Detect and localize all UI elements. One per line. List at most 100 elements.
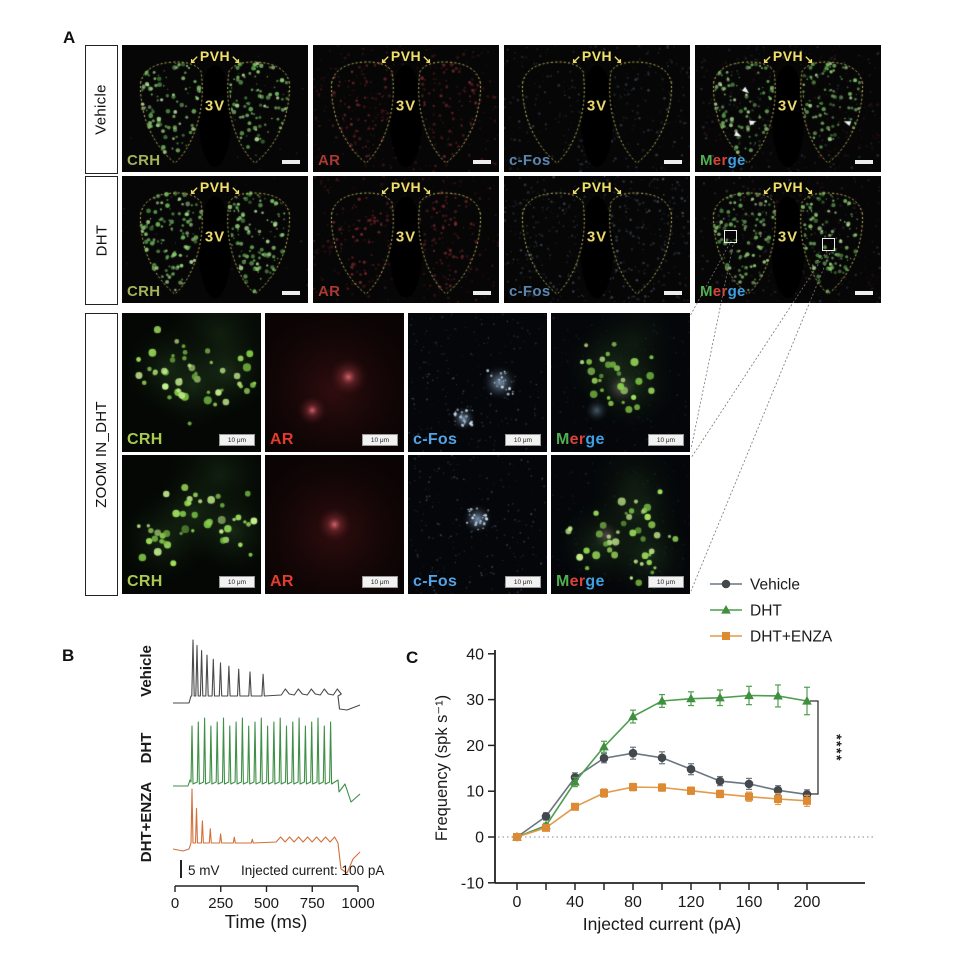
pvh-arrow-left-icon: ↙ bbox=[571, 185, 581, 197]
third-ventricle-label: 3V bbox=[778, 228, 798, 245]
pvh-region-label: PVH bbox=[772, 179, 804, 195]
scale-bar bbox=[473, 160, 491, 164]
data-point bbox=[686, 693, 696, 703]
panel-b-traces: Vehicle DHT DHT+ENZA 5 mV Injected current: … bbox=[138, 639, 384, 932]
trace-label: DHT bbox=[138, 733, 155, 764]
b-x-tick-label: 0 bbox=[171, 895, 179, 912]
data-point bbox=[715, 776, 725, 786]
mv-scale-label: 5 mV bbox=[188, 863, 220, 878]
micrograph-panel: ↙ PVH ↘ 3V Merge bbox=[695, 45, 881, 172]
micrograph-canvas bbox=[551, 313, 690, 452]
merge-label-part: ge bbox=[727, 283, 746, 300]
pvh-arrow-left-icon: ↙ bbox=[380, 185, 390, 197]
data-point bbox=[599, 741, 609, 751]
zoom-micrograph-panel: CRH 10 μm bbox=[122, 455, 261, 594]
micrograph-canvas bbox=[122, 176, 308, 303]
merge-label-part: M bbox=[700, 152, 713, 169]
legend-marker bbox=[722, 632, 730, 640]
c-x-tick-label: 160 bbox=[736, 894, 763, 911]
pvh-arrow-right-icon: ↘ bbox=[422, 54, 432, 66]
c-y-tick-label: 0 bbox=[475, 830, 484, 847]
data-point bbox=[600, 789, 608, 798]
channel-label: AR bbox=[318, 283, 341, 300]
channel-label: c-Fos bbox=[509, 283, 551, 300]
series-line-vehicle bbox=[516, 752, 808, 838]
micrograph-canvas bbox=[265, 313, 404, 452]
stim-annotation: Injected current: 100 pA bbox=[241, 863, 384, 878]
scale-bar bbox=[855, 160, 873, 164]
third-ventricle-label: 3V bbox=[396, 228, 416, 245]
pvh-region-label: PVH bbox=[581, 179, 613, 195]
micrograph-canvas bbox=[122, 455, 261, 594]
pvh-arrow-right-icon: ↘ bbox=[231, 54, 241, 66]
data-point bbox=[802, 695, 812, 705]
zoom-micrograph-panel: c-Fos 10 μm bbox=[408, 313, 547, 452]
scale-bar: 10 μm bbox=[219, 434, 255, 446]
time-axis-label: Time (ms) bbox=[225, 911, 308, 932]
micrograph-panel: ↙ PVH ↘ 3V c-Fos bbox=[504, 45, 690, 172]
legend-marker bbox=[721, 579, 731, 589]
b-x-tick-label: 500 bbox=[254, 895, 279, 912]
data-point bbox=[745, 792, 753, 801]
pvh-arrow-left-icon: ↙ bbox=[380, 54, 390, 66]
micrograph-panel: ↙ PVH ↘ 3V AR bbox=[313, 176, 499, 303]
channel-label: Merge bbox=[556, 431, 605, 449]
zoom-micrograph-panel: c-Fos 10 μm bbox=[408, 455, 547, 594]
merge-label-part: er bbox=[569, 573, 586, 590]
data-point bbox=[686, 764, 696, 774]
channel-label: CRH bbox=[127, 431, 163, 448]
legend-item-label: DHT bbox=[750, 603, 782, 620]
channel-label: c-Fos bbox=[509, 152, 551, 169]
pvh-region-label: PVH bbox=[390, 48, 422, 64]
pvh-arrow-left-icon: ↙ bbox=[571, 54, 581, 66]
micrograph-panel: ↙ PVH ↘ 3V CRH bbox=[122, 176, 308, 303]
data-point bbox=[773, 690, 783, 700]
pvh-label-group: ↙ PVH ↘ bbox=[380, 48, 432, 66]
c-x-tick-label: 200 bbox=[794, 894, 821, 911]
c-y-axis-label: Frequency (spk s⁻¹) bbox=[433, 695, 451, 841]
micrograph-canvas bbox=[408, 313, 547, 452]
trace-dht bbox=[173, 717, 361, 803]
pvh-label-group: ↙ PVH ↘ bbox=[380, 179, 432, 197]
row-side-label: ZOOM IN_DHT bbox=[93, 401, 111, 508]
c-y-tick-label: 20 bbox=[466, 738, 484, 755]
third-ventricle-label: 3V bbox=[587, 97, 607, 114]
data-point bbox=[571, 802, 579, 811]
row-side-label: Vehicle bbox=[93, 84, 111, 135]
connector-line bbox=[690, 252, 831, 592]
scale-bar bbox=[282, 160, 300, 164]
trace-vehicle bbox=[173, 639, 361, 711]
data-point bbox=[802, 790, 812, 799]
pvh-arrow-right-icon: ↘ bbox=[804, 54, 814, 66]
data-point bbox=[803, 796, 811, 805]
legend-item-label: Vehicle bbox=[750, 577, 800, 594]
c-x-tick-label: 80 bbox=[624, 894, 642, 911]
merge-label-part: ge bbox=[727, 152, 746, 169]
micrograph-panel: ↙ PVH ↘ 3V CRH bbox=[122, 45, 308, 172]
zoom-micrograph-panel: AR 10 μm bbox=[265, 313, 404, 452]
data-point bbox=[716, 789, 724, 798]
micrograph-canvas bbox=[504, 45, 690, 172]
data-point bbox=[628, 711, 638, 721]
merge-label-part: ge bbox=[585, 573, 605, 590]
micrograph-canvas bbox=[122, 45, 308, 172]
row-side-label: DHT bbox=[93, 224, 111, 257]
c-y-tick-label: 30 bbox=[466, 692, 484, 709]
third-ventricle-label: 3V bbox=[205, 228, 225, 245]
data-point bbox=[541, 812, 551, 821]
channel-label: CRH bbox=[127, 573, 163, 590]
merge-label-part: er bbox=[712, 152, 728, 169]
third-ventricle-text: 3V bbox=[204, 97, 226, 115]
third-ventricle-text: 3V bbox=[777, 228, 799, 246]
zoom-micrograph-panel: CRH 10 μm bbox=[122, 313, 261, 452]
scale-bar: 10 μm bbox=[362, 576, 398, 588]
channel-label: AR bbox=[270, 573, 294, 590]
c-y-tick-label: 40 bbox=[466, 646, 484, 663]
micrograph-canvas bbox=[313, 45, 499, 172]
pvh-label-group: ↙ PVH ↘ bbox=[190, 48, 241, 66]
data-point bbox=[715, 692, 725, 702]
channel-label: AR bbox=[270, 431, 294, 448]
pvh-arrow-right-icon: ↘ bbox=[422, 185, 432, 197]
micrograph-panel: ↙ PVH ↘ 3V c-Fos bbox=[504, 176, 690, 303]
scale-bar: 10 μm bbox=[648, 434, 684, 446]
